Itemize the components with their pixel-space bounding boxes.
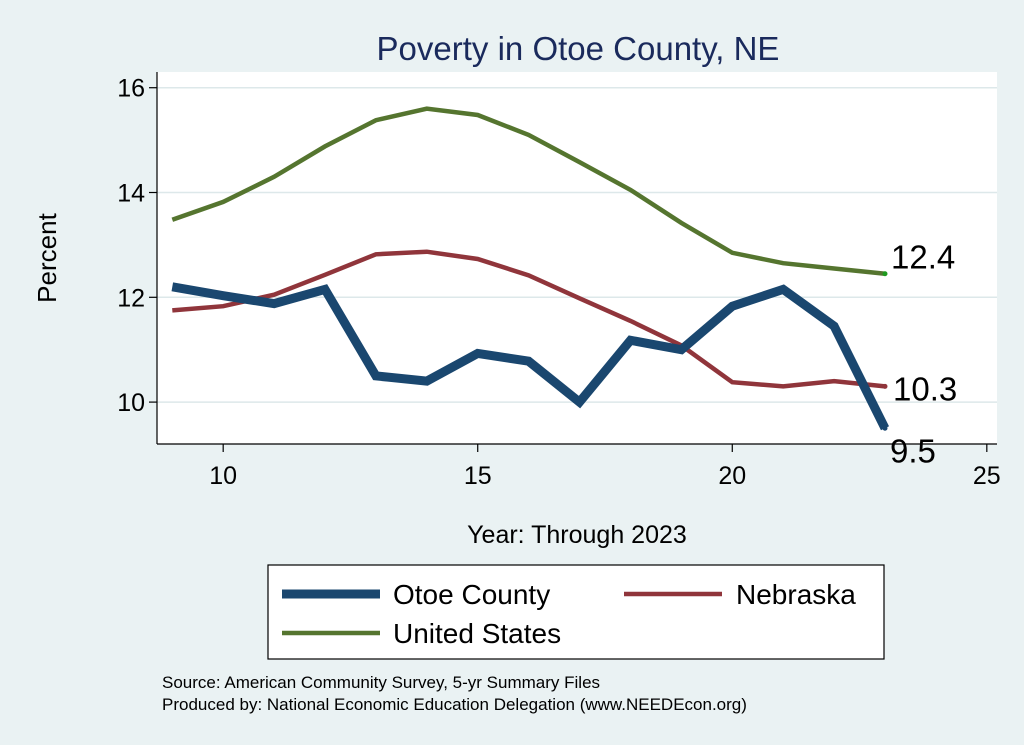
legend-label-united-states: United States (393, 618, 561, 649)
plot-area (157, 72, 997, 444)
x-tick-label-15: 15 (464, 462, 492, 490)
end-label-otoe-county: 9.5 (890, 432, 936, 469)
x-tick-label-10: 10 (209, 462, 237, 490)
source-line-2: Produced by: National Economic Education… (162, 695, 747, 714)
x-axis-label: Year: Through 2023 (467, 521, 687, 549)
end-labels: 9.5 10.3 12.4 (890, 239, 957, 470)
y-tick-label-12: 12 (117, 284, 145, 312)
legend-label-nebraska: Nebraska (736, 579, 856, 610)
series-line-otoe-county (171, 282, 890, 431)
x-tick-label-25: 25 (973, 462, 1001, 490)
end-label-nebraska: 10.3 (893, 370, 957, 407)
end-point-otoe-county (882, 425, 888, 431)
y-tick-label-16: 16 (117, 75, 145, 103)
series-line-united-states (171, 106, 886, 276)
series-line-nebraska (172, 249, 886, 389)
x-axis-ticks: 10 15 20 25 (209, 444, 1001, 490)
end-point-nebraska (882, 383, 888, 389)
y-tick-label-14: 14 (117, 180, 145, 208)
y-axis-label: Percent (32, 212, 62, 302)
series-lines (171, 106, 890, 431)
chart-title: Poverty in Otoe County, NE (377, 30, 780, 67)
legend-label-otoe-county: Otoe County (393, 579, 550, 610)
x-tick-label-20: 20 (718, 462, 746, 490)
end-label-united-states: 12.4 (891, 239, 955, 276)
y-tick-label-10: 10 (117, 389, 145, 417)
legend: Otoe County Nebraska United States (282, 579, 856, 649)
legend-box (267, 564, 885, 660)
y-axis-ticks: 10 12 14 16 (117, 75, 157, 417)
source-line-1: Source: American Community Survey, 5-yr … (162, 673, 600, 692)
end-point-united-states (882, 271, 888, 277)
